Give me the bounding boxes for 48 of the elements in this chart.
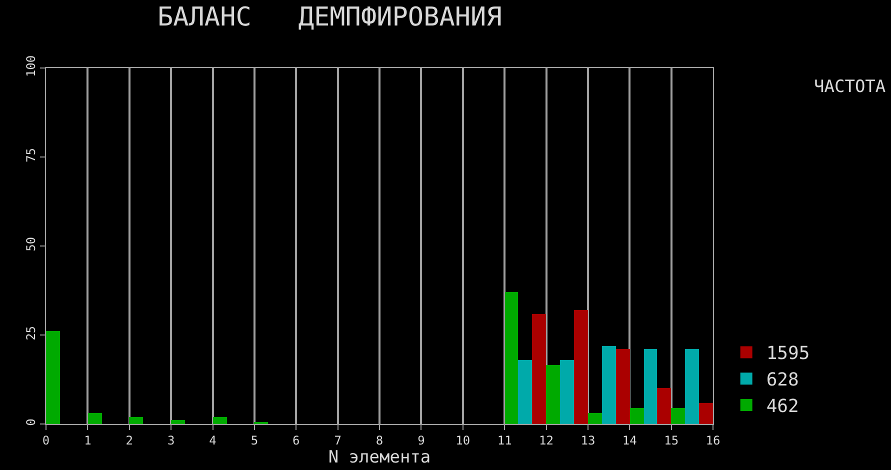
legend-label: 628	[766, 370, 799, 391]
bar	[588, 413, 602, 424]
bar	[699, 403, 713, 424]
y-tick-label: 75	[24, 148, 38, 162]
bar	[171, 420, 185, 424]
x-tick-label: 8	[376, 433, 384, 448]
x-tick-label: 16	[706, 433, 720, 448]
bar	[505, 292, 518, 424]
bar	[46, 331, 60, 424]
x-tick-label: 0	[42, 433, 50, 448]
y-tick-label: 100	[24, 55, 38, 78]
x-tick-label: 13	[580, 433, 596, 448]
x-axis-title: N элемента	[328, 447, 431, 468]
x-tick-label: 7	[334, 433, 342, 448]
bar	[616, 349, 630, 424]
x-tick-label: 4	[209, 433, 216, 448]
x-tick-label: 14	[622, 433, 637, 448]
y-tick-label: 0	[24, 418, 38, 426]
legend-title: ЧАСТОТА	[814, 77, 886, 97]
x-tick-label: 6	[292, 433, 300, 448]
bar	[657, 388, 671, 424]
bar	[685, 349, 699, 424]
x-tick-label: 1	[84, 433, 92, 448]
bar	[546, 365, 560, 424]
x-tick-label: 10	[456, 433, 470, 448]
bar	[630, 408, 644, 424]
bar	[88, 413, 102, 424]
y-tick-label: 25	[24, 326, 38, 340]
bar	[560, 360, 574, 424]
bar	[644, 349, 657, 424]
bar	[518, 360, 532, 424]
x-tick-label: 5	[250, 433, 258, 448]
bar	[602, 346, 616, 424]
bar	[532, 314, 546, 424]
bar	[213, 417, 227, 424]
x-tick-label: 11	[497, 433, 512, 448]
x-tick-label: 15	[664, 433, 679, 448]
bar	[129, 417, 143, 424]
y-tick-label: 50	[24, 236, 38, 252]
bar	[671, 408, 685, 424]
x-tick-label: 9	[418, 433, 425, 448]
legend-label: 1595	[766, 343, 810, 364]
x-tick-label: 12	[539, 433, 554, 448]
bar	[574, 310, 588, 424]
chart-title: БАЛАНС ДЕМПФИРОВАНИЯ	[157, 2, 502, 32]
x-tick-label: 2	[126, 433, 133, 448]
legend-label: 462	[766, 396, 799, 418]
x-tick-label: 3	[167, 433, 175, 448]
